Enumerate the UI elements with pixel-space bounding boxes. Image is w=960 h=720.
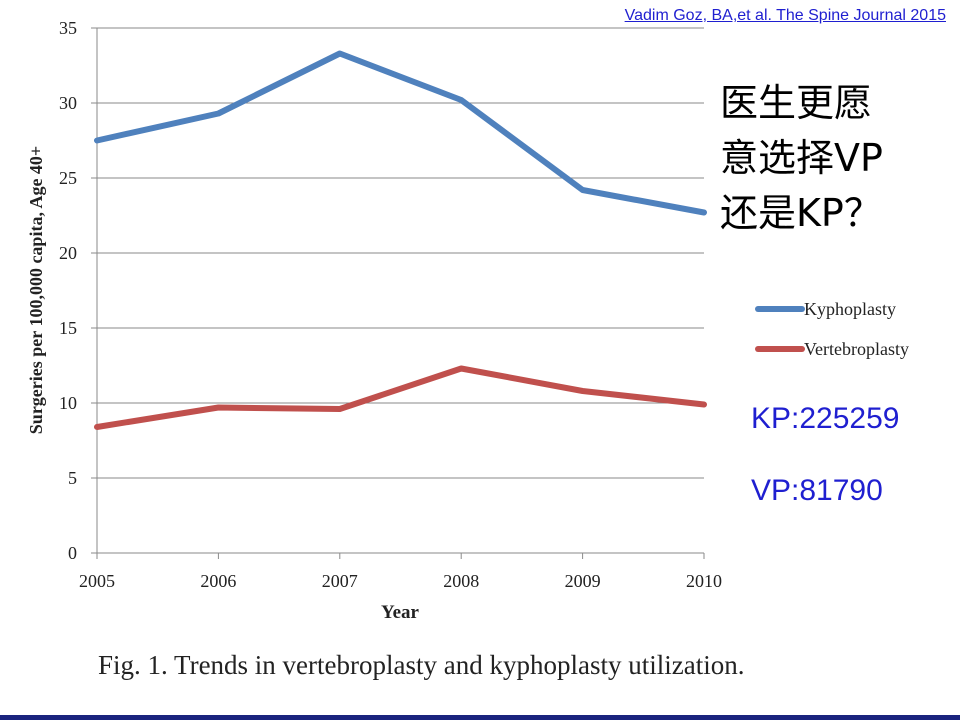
bottom-bar xyxy=(0,715,960,720)
x-tick-label: 2009 xyxy=(565,571,601,591)
y-tick-label: 35 xyxy=(59,18,77,38)
x-tick-label: 2008 xyxy=(443,571,479,591)
question-line: 意选择VP xyxy=(720,136,883,180)
kp-count: KP:225259 xyxy=(751,402,900,435)
x-tick-label: 2005 xyxy=(79,571,115,591)
legend: Kyphoplasty Vertebroplasty xyxy=(755,299,909,359)
question-line: 医生更愿 xyxy=(720,81,873,125)
figure-caption: Fig. 1. Trends in vertebroplasty and kyp… xyxy=(98,650,745,680)
x-tick-label: 2006 xyxy=(200,571,236,591)
question-line: 还是KP？ xyxy=(720,191,882,235)
x-tick-label: 2007 xyxy=(322,571,358,591)
x-axis-label: Year xyxy=(381,602,420,623)
y-tick-label: 5 xyxy=(68,468,77,488)
vp-count: VP:81790 xyxy=(751,474,883,507)
legend-label: Vertebroplasty xyxy=(804,339,909,359)
y-axis-label: Surgeries per 100,000 capita, Age 40+ xyxy=(26,146,46,434)
y-tick-label: 0 xyxy=(68,543,77,563)
series-line-vertebroplasty xyxy=(94,365,707,430)
citation-link[interactable]: Vadim Goz, BA,et al. The Spine Journal 2… xyxy=(624,7,946,24)
series-lines xyxy=(94,50,707,430)
y-tick-label: 15 xyxy=(59,318,77,338)
y-tick-label: 30 xyxy=(59,93,77,113)
y-tick-label: 25 xyxy=(59,168,77,188)
y-tick-label: 20 xyxy=(59,243,77,263)
series-line-kyphoplasty xyxy=(94,50,707,216)
grid-lines xyxy=(97,27,704,479)
y-tick-label: 10 xyxy=(59,393,77,413)
x-tick-label: 2010 xyxy=(686,571,722,591)
question-text: 医生更愿 意选择VP 还是KP？ xyxy=(720,76,950,241)
legend-label: Kyphoplasty xyxy=(804,299,896,319)
axes: 0 5 10 15 20 25 30 35 2005 2006 2007 2008 2009 2010 xyxy=(59,18,722,591)
